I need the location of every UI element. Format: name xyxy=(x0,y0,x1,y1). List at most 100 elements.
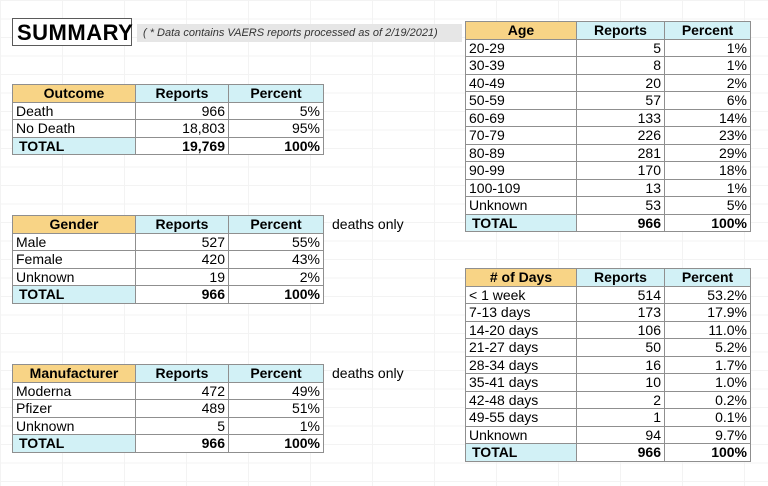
table-row: 60-69 133 14% xyxy=(465,108,751,127)
total-percent: 100% xyxy=(228,285,324,304)
reports-cell: 10 xyxy=(576,373,665,392)
column-header: Reports xyxy=(135,215,229,234)
table-row: 50-59 57 6% xyxy=(465,91,751,110)
table-row: 49-55 days 1 0.1% xyxy=(465,408,751,427)
table-row: 14-20 days 106 11.0% xyxy=(465,320,751,339)
percent-cell: 1% xyxy=(664,178,751,197)
table-row: Unknown 94 9.7% xyxy=(465,425,751,444)
percent-cell: 55% xyxy=(228,232,324,251)
reports-cell: 173 xyxy=(576,303,665,322)
row-label: Pfizer xyxy=(12,399,136,418)
percent-cell: 5.2% xyxy=(664,338,751,357)
row-label: 49-55 days xyxy=(465,408,577,427)
header-row: # of Days Reports Percent xyxy=(465,268,751,287)
reports-cell: 281 xyxy=(576,143,665,162)
row-label: 7-13 days xyxy=(465,303,577,322)
percent-cell: 2% xyxy=(664,73,751,92)
percent-cell: 0.1% xyxy=(664,408,751,427)
reports-cell: 53 xyxy=(576,196,665,215)
table-row: 30-39 8 1% xyxy=(465,56,751,75)
table-row: Pfizer 489 51% xyxy=(12,399,324,418)
table-row: 7-13 days 173 17.9% xyxy=(465,303,751,322)
table-row: 100-109 13 1% xyxy=(465,178,751,197)
age-table: Age Reports Percent 20-29 5 1% 30-39 8 1% 40-49 20… xyxy=(465,21,751,232)
row-label: Female xyxy=(12,250,136,269)
total-reports: 966 xyxy=(576,443,665,462)
percent-cell: 14% xyxy=(664,108,751,127)
row-label: 28-34 days xyxy=(465,355,577,374)
table-row: Female 420 43% xyxy=(12,250,324,269)
percent-cell: 18% xyxy=(664,161,751,180)
row-label: Unknown xyxy=(12,416,136,435)
row-label: 40-49 xyxy=(465,73,577,92)
reports-cell: 527 xyxy=(135,232,229,251)
gender-table: Gender Reports Percent Male 527 55% Female 420 4… xyxy=(12,215,324,304)
reports-cell: 514 xyxy=(576,285,665,304)
data-note: ( * Data contains VAERS reports processe… xyxy=(137,24,462,42)
column-header: Percent xyxy=(228,364,324,383)
percent-cell: 17.9% xyxy=(664,303,751,322)
reports-cell: 226 xyxy=(576,126,665,145)
total-row: TOTAL 966 100% xyxy=(12,285,324,304)
column-header: Outcome xyxy=(12,84,136,103)
row-label: No Death xyxy=(12,119,136,138)
table-row: Male 527 55% xyxy=(12,232,324,251)
total-percent: 100% xyxy=(664,443,751,462)
row-label: Moderna xyxy=(12,381,136,400)
row-label: < 1 week xyxy=(465,285,577,304)
manufacturer-table: Manufacturer Reports Percent Moderna 472 49% P… xyxy=(12,364,324,453)
row-label: 30-39 xyxy=(465,56,577,75)
reports-cell: 106 xyxy=(576,320,665,339)
table-row: Death 966 5% xyxy=(12,101,324,120)
percent-cell: 11.0% xyxy=(664,320,751,339)
percent-cell: 1% xyxy=(664,56,751,75)
percent-cell: 49% xyxy=(228,381,324,400)
header-row: Manufacturer Reports Percent xyxy=(12,364,324,383)
table-row: 21-27 days 50 5.2% xyxy=(465,338,751,357)
table-row: 42-48 days 2 0.2% xyxy=(465,390,751,409)
header-row: Age Reports Percent xyxy=(465,21,751,40)
total-reports: 966 xyxy=(576,213,665,232)
reports-cell: 489 xyxy=(135,399,229,418)
percent-cell: 23% xyxy=(664,126,751,145)
reports-cell: 966 xyxy=(135,101,229,120)
column-header: Reports xyxy=(576,268,665,287)
reports-cell: 19 xyxy=(135,267,229,286)
reports-cell: 2 xyxy=(576,390,665,409)
reports-cell: 57 xyxy=(576,91,665,110)
total-percent: 100% xyxy=(664,213,751,232)
column-header: Gender xyxy=(12,215,136,234)
table-row: Moderna 472 49% xyxy=(12,381,324,400)
percent-cell: 1% xyxy=(664,38,751,57)
table-row: Unknown 19 2% xyxy=(12,267,324,286)
column-header: Age xyxy=(465,21,577,40)
row-label: 100-109 xyxy=(465,178,577,197)
total-row: TOTAL 19,769 100% xyxy=(12,136,324,155)
table-row: Unknown 53 5% xyxy=(465,196,751,215)
reports-cell: 13 xyxy=(576,178,665,197)
reports-cell: 5 xyxy=(576,38,665,57)
table-row: Unknown 5 1% xyxy=(12,416,324,435)
row-label: Unknown xyxy=(465,196,577,215)
column-header: Reports xyxy=(135,364,229,383)
total-label: TOTAL xyxy=(465,213,577,232)
row-label: Male xyxy=(12,232,136,251)
table-row: 70-79 226 23% xyxy=(465,126,751,145)
column-header: Percent xyxy=(228,215,324,234)
reports-cell: 50 xyxy=(576,338,665,357)
total-reports: 966 xyxy=(135,434,229,453)
total-label: TOTAL xyxy=(12,434,136,453)
table-row: 20-29 5 1% xyxy=(465,38,751,57)
percent-cell: 53.2% xyxy=(664,285,751,304)
reports-cell: 20 xyxy=(576,73,665,92)
table-row: < 1 week 514 53.2% xyxy=(465,285,751,304)
column-header: Reports xyxy=(135,84,229,103)
reports-cell: 94 xyxy=(576,425,665,444)
row-label: 21-27 days xyxy=(465,338,577,357)
total-percent: 100% xyxy=(228,434,324,453)
table-row: 40-49 20 2% xyxy=(465,73,751,92)
reports-cell: 1 xyxy=(576,408,665,427)
total-reports: 966 xyxy=(135,285,229,304)
percent-cell: 2% xyxy=(228,267,324,286)
column-header: Percent xyxy=(228,84,324,103)
